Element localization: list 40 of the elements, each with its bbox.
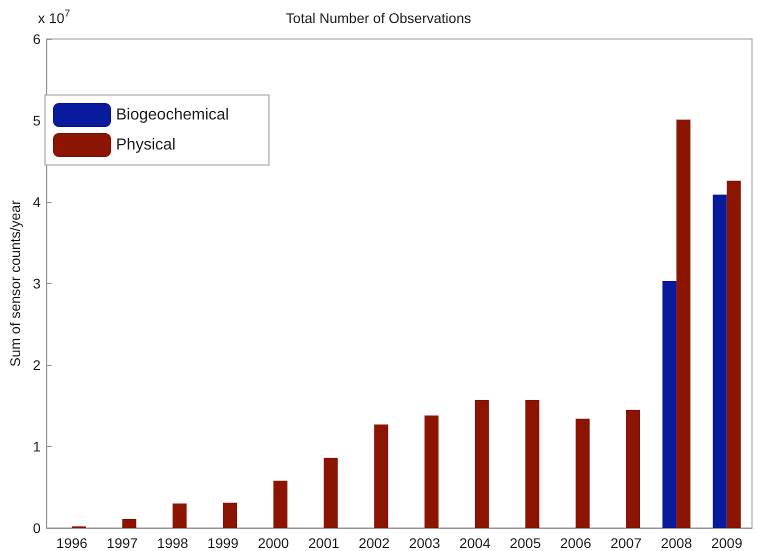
x-tick-label: 2002 (358, 535, 390, 551)
x-tick-label: 1997 (106, 535, 138, 551)
y-tick-label: 0 (32, 520, 41, 536)
y-tick-label: 3 (32, 276, 41, 292)
bar (324, 458, 338, 528)
bar (273, 480, 288, 528)
x-tick-label: 2000 (258, 535, 290, 551)
y-tick-label: 4 (32, 194, 41, 210)
bar (662, 281, 676, 528)
bar (223, 502, 238, 528)
x-tick-label: 1999 (207, 535, 239, 551)
bar (726, 180, 741, 528)
bar (122, 519, 136, 528)
x-tick-label: 2003 (408, 535, 440, 551)
y-tick-label: 5 (32, 112, 41, 128)
x-tick-label: 2006 (560, 535, 592, 551)
legend-label: Physical (116, 136, 176, 154)
x-tick-label: 2005 (510, 535, 542, 551)
bar (172, 504, 187, 528)
x-tick-label: 2008 (660, 535, 692, 551)
x-tick-label: 2001 (308, 535, 340, 551)
bar (676, 120, 690, 528)
bar (576, 418, 590, 528)
x-tick-label: 2007 (610, 535, 642, 551)
y-tick-label: 1 (32, 438, 41, 454)
bar (525, 400, 540, 528)
y-axis-title: Sum of sensor counts/year (7, 200, 23, 367)
x-tick-label: 1998 (157, 535, 188, 551)
y-tick-label: 2 (32, 357, 41, 373)
bar (374, 424, 388, 528)
bar (712, 194, 727, 528)
bar (626, 410, 640, 528)
x-tick-label: 2004 (459, 535, 491, 551)
x-tick-label: 1996 (56, 535, 88, 551)
bar (474, 400, 489, 528)
legend-label: Biogeochemical (116, 106, 229, 124)
bar (424, 416, 439, 528)
y-tick-label: 6 (32, 31, 41, 47)
chart-title: Total Number of Observations (286, 10, 472, 26)
x-tick-label: 2009 (711, 535, 743, 551)
